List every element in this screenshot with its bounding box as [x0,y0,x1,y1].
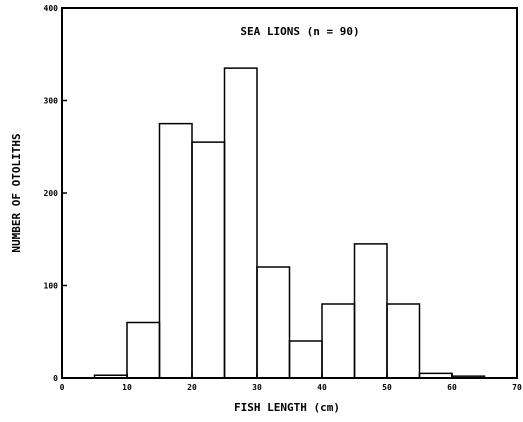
x-tick-label: 70 [512,383,522,392]
x-tick-label: 60 [447,383,457,392]
x-axis-title: FISH LENGTH (cm) [234,401,340,414]
x-tick-label: 50 [382,383,392,392]
histogram-bar [353,243,388,379]
histogram-bar [158,122,193,379]
x-axis-ticks: 0 10 20 30 40 50 60 70 [60,373,522,392]
chart-title: SEA LIONS (n = 90) [240,25,359,38]
histogram-bar [288,340,323,379]
y-tick-label: 0 [53,374,58,383]
y-tick-label: 100 [44,282,59,291]
x-tick-label: 40 [317,383,327,392]
histogram-bars [93,67,486,379]
y-axis-ticks: 0 100 200 300 400 [44,4,67,383]
x-tick-label: 0 [60,383,65,392]
y-tick-label: 400 [44,4,59,13]
histogram-bar [386,303,421,379]
y-tick-label: 200 [44,189,59,198]
histogram-bar [191,141,226,379]
y-tick-label: 300 [44,97,59,106]
histogram-bar [223,67,258,379]
histogram-bar [256,266,291,379]
histogram-bar [321,303,356,379]
x-tick-label: 10 [122,383,132,392]
x-tick-label: 20 [187,383,197,392]
y-axis-title: NUMBER OF OTOLITHS [10,133,23,252]
x-tick-label: 30 [252,383,262,392]
histogram-bar [451,375,486,379]
histogram-bar [93,374,128,379]
histogram-bar [418,372,453,379]
histogram-bar [126,321,161,379]
